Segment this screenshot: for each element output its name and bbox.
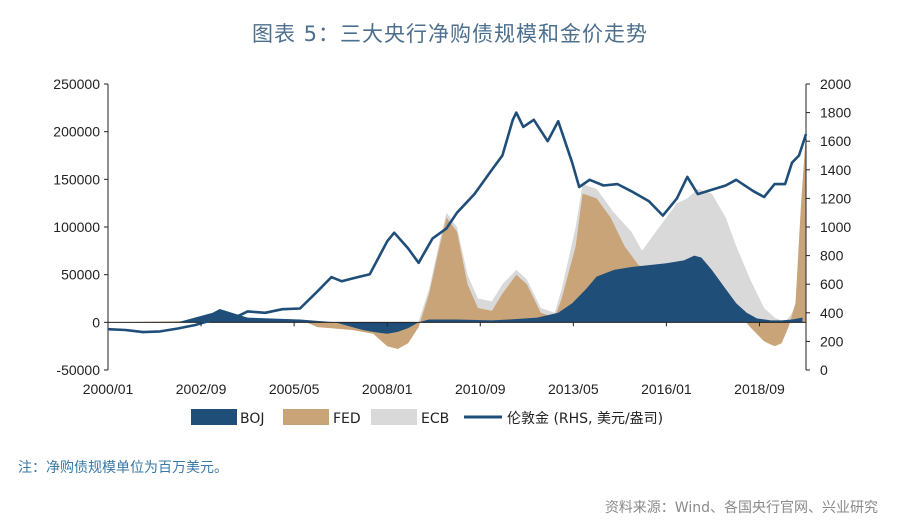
legend-item-gold: 伦敦金 (RHS, 美元/盎司) xyxy=(464,411,663,427)
chart-title: 图表 5：三大央行净购债规模和金价走势 xyxy=(251,22,649,46)
right-tick-label: 1600 xyxy=(820,133,851,149)
gold-price-line xyxy=(107,111,808,334)
left-tick-label: -50000 xyxy=(56,362,100,378)
legend-label-gold: 伦敦金 (RHS, 美元/盎司) xyxy=(507,411,663,427)
right-tick-label: 2000 xyxy=(820,76,851,92)
left-tick-label: 0 xyxy=(92,314,100,330)
legend-item-ecb: ECB xyxy=(371,409,449,427)
boj-area xyxy=(108,255,803,334)
legend-swatch-fed xyxy=(283,409,329,425)
right-tick-label: 1000 xyxy=(820,219,851,235)
left-tick-label: 150000 xyxy=(53,171,100,187)
right-tick-label: 200 xyxy=(820,333,844,349)
gold-line-layer xyxy=(107,111,808,334)
boj-area-layer xyxy=(108,255,803,334)
x-tick-label: 2018/09 xyxy=(734,381,785,397)
legend-item-boj: BOJ xyxy=(191,409,265,427)
left-tick-label: 100000 xyxy=(53,219,100,235)
legend: BOJ FED ECB 伦敦金 (RHS, 美元/盎司) xyxy=(191,409,663,427)
source-note: 资料来源：Wind、各国央行官网、兴业研究 xyxy=(604,500,878,516)
right-tick-label: 1800 xyxy=(820,105,851,121)
x-tick-label: 2008/01 xyxy=(362,381,413,397)
left-tick-label: 250000 xyxy=(53,76,100,92)
legend-swatch-boj xyxy=(191,409,237,425)
legend-label-boj: BOJ xyxy=(240,411,265,427)
legend-label-ecb: ECB xyxy=(421,411,449,427)
x-tick-label: 2005/05 xyxy=(269,381,320,397)
footnote: 注：净购债规模单位为百万美元。 xyxy=(18,460,228,476)
left-tick-label: 50000 xyxy=(61,267,100,283)
x-axis-ticks: 2000/01 2002/09 2005/05 2008/01 2010/09 2013/… xyxy=(83,322,785,397)
left-tick-label: 200000 xyxy=(53,124,100,140)
legend-item-fed: FED xyxy=(283,409,361,427)
x-tick-label: 2002/09 xyxy=(176,381,227,397)
right-tick-label: 1200 xyxy=(820,190,851,206)
right-tick-label: 1400 xyxy=(820,162,851,178)
x-tick-label: 2000/01 xyxy=(83,381,134,397)
x-tick-label: 2016/01 xyxy=(641,381,692,397)
right-tick-label: 0 xyxy=(820,362,828,378)
left-axis-ticks: 250000 200000 150000 100000 50000 0 -50000 xyxy=(53,76,108,378)
right-tick-label: 400 xyxy=(820,305,844,321)
legend-swatch-ecb xyxy=(371,409,417,425)
x-tick-label: 2013/05 xyxy=(548,381,599,397)
right-tick-label: 600 xyxy=(820,276,844,292)
right-tick-label: 800 xyxy=(820,248,844,264)
legend-label-fed: FED xyxy=(333,411,361,427)
x-tick-label: 2010/09 xyxy=(455,381,506,397)
